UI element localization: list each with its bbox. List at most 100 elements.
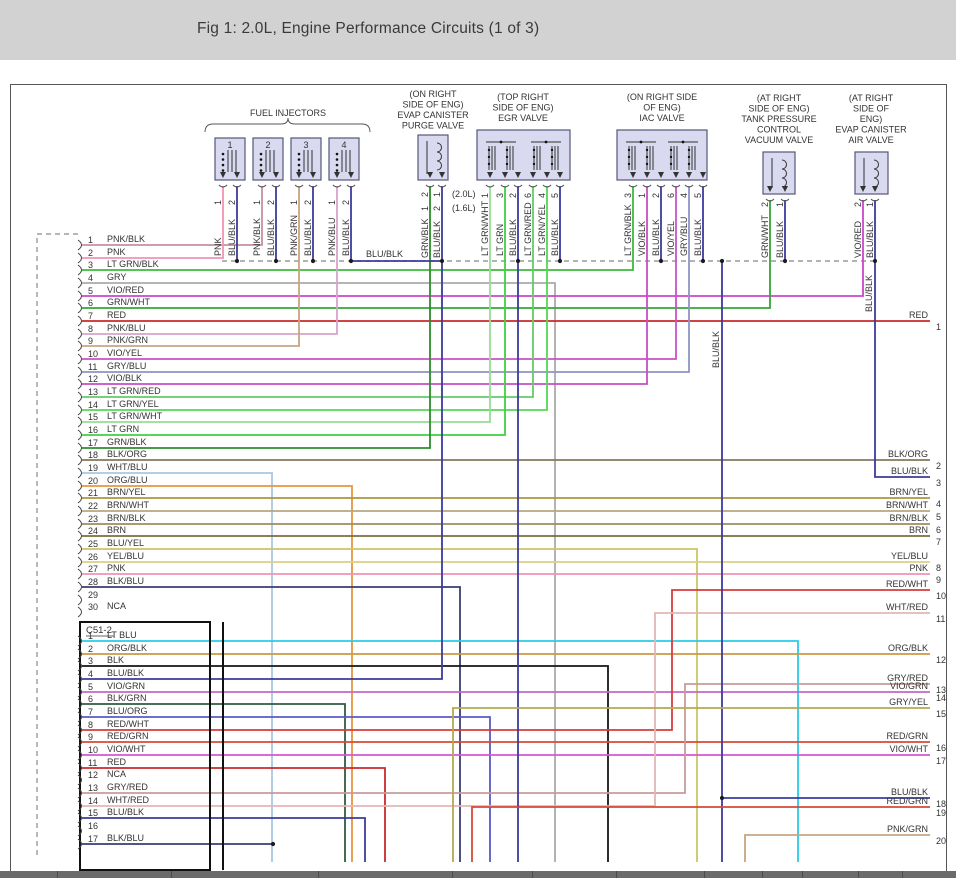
injector-symbol-dot (335, 163, 339, 167)
pin-bracket (77, 378, 82, 390)
wire-org-blu (82, 485, 353, 862)
injector-2-number: 2 (265, 140, 270, 150)
injector-symbol-dot (259, 158, 263, 161)
pin-number: 13 (88, 387, 98, 397)
pin-wire-label: BRN/WHT (107, 500, 149, 510)
injector-4-pin-number: 1 (327, 200, 337, 205)
junction-dot (700, 258, 706, 264)
iac-valve-pin-wire-label: GRY/BLU (679, 217, 689, 256)
pin-number: 18 (88, 450, 98, 460)
tank-pressure-control-vacuum-valve-pin-wire-label: BLU/BLK (775, 221, 785, 258)
pin-arc (542, 184, 552, 188)
pin-wire-label: ORG/BLK (107, 643, 147, 653)
egr-valve-pin-wire-label: LT GRN/WHT (480, 200, 490, 256)
egr-valve-pin-number: 5 (550, 193, 560, 198)
iac-valve-pin-number: 4 (679, 193, 689, 198)
wire-pnk (82, 186, 224, 259)
pin-number: 2 (88, 644, 93, 654)
pin-bracket (77, 606, 82, 618)
right-pin-number: 10 (936, 591, 946, 601)
wire-blk-blu (82, 586, 461, 862)
right-wire-label: VIO/GRN (890, 681, 928, 691)
coil-dot (639, 140, 643, 144)
iac-valve-pin-wire-label: BLU/BLK (651, 219, 661, 256)
right-pin-number: 18 (936, 799, 946, 809)
injector-symbol-dot (259, 152, 263, 156)
injector-2-pin-wire-label: BLU/BLK (266, 219, 276, 256)
pin-arc (346, 184, 356, 188)
pin-arrow-icon (700, 172, 706, 178)
pin-wire-label: BLK/BLU (107, 576, 144, 586)
right-pin-number: 11 (936, 614, 945, 624)
pin-number: 15 (88, 808, 98, 818)
wire-gry (82, 282, 556, 862)
pin-number: 7 (88, 311, 93, 321)
pin-arc (271, 184, 281, 188)
egr-valve-pin-number: 4 (537, 193, 547, 198)
evap-canister-purge-valve-pin-wire-label: GRN/BLK (420, 218, 430, 258)
bottom-strip-divider (532, 871, 533, 878)
right-pin-number: 16 (936, 743, 946, 753)
injector-symbol-dot (297, 158, 301, 161)
pin-bracket (77, 264, 82, 276)
right-wire-label: BLU/BLK (891, 466, 928, 476)
pin-arrow-icon (658, 172, 664, 178)
evap-canister-purge-valve-title-line: (ON RIGHT (410, 89, 457, 99)
right-wire-label: GRY/RED (887, 673, 928, 683)
pin-arrow-icon (872, 186, 878, 192)
pin-wire-label: GRY/BLU (107, 361, 146, 371)
injector-symbol-dot (335, 158, 339, 161)
pin-arrow-icon (487, 172, 493, 178)
coil-dot (687, 155, 691, 159)
pin-wire-label: RED (107, 310, 127, 320)
wire-blu-blk (82, 817, 366, 862)
pin-wire-label: BLK (107, 655, 124, 665)
c51-2-box (79, 621, 211, 871)
egr-valve-title-line: SIDE OF ENG) (492, 103, 553, 113)
wire-grn-wht (82, 200, 771, 309)
pin-wire-label: BLU/BLK (107, 668, 144, 678)
junction-dot (439, 258, 445, 264)
pin-wire-label: PNK (107, 247, 126, 257)
injector-symbol-dot (259, 169, 263, 172)
wire-pnk-blu (82, 186, 338, 335)
wire-wht-red (82, 612, 930, 807)
pin-wire-label: WHT/BLU (107, 462, 148, 472)
injector-2-pin-number: 2 (266, 200, 276, 205)
coil-dot (505, 162, 509, 166)
junction-dot (270, 841, 276, 847)
evap-canister-purge-valve-title-line: PURGE VALVE (402, 121, 464, 131)
injector-symbol-dot (221, 163, 225, 167)
pin-wire-label: LT GRN/RED (107, 386, 161, 396)
pin-bracket (77, 774, 82, 786)
evap-canister-purge-valve-pin-wire-label: BLU/BLK (432, 221, 442, 258)
egr-valve-pin-number: 6 (523, 193, 533, 198)
pin-number: 13 (88, 783, 98, 793)
coil-dot (645, 162, 649, 166)
pin-bracket (77, 505, 82, 517)
right-wire-label: RED/GRN (886, 796, 928, 806)
injector-symbol-dot (297, 163, 301, 167)
injector-4-number: 4 (341, 140, 346, 150)
pin-wire-label: ORG/BLU (107, 475, 148, 485)
pin-arrow-icon (686, 172, 692, 178)
coil-dot (627, 148, 631, 152)
pin-number: 12 (88, 374, 98, 384)
pin-bracket (77, 635, 82, 647)
pin-arc (485, 184, 495, 188)
pin-bracket (77, 736, 82, 748)
pin-wire-label: LT GRN/WHT (107, 411, 163, 421)
pin-arc (671, 184, 681, 188)
pin-wire-label: VIO/GRN (107, 681, 145, 691)
evap-canister-purge-valve-title-line: EVAP CANISTER (397, 110, 469, 120)
right-wire-label: BLU/BLK (891, 787, 928, 797)
pin-number: 14 (88, 796, 98, 806)
pin-arc (656, 184, 666, 188)
coil-dot (687, 148, 691, 152)
pin-wire-label: LT GRN/YEL (107, 399, 159, 409)
iac-valve-title-line: (ON RIGHT SIDE (627, 92, 697, 102)
pin-wire-label: PNK (107, 563, 126, 573)
pin-arrow-icon (310, 172, 316, 178)
coil-dot (532, 155, 536, 159)
egr-valve-title-line: (TOP RIGHT (497, 92, 549, 102)
